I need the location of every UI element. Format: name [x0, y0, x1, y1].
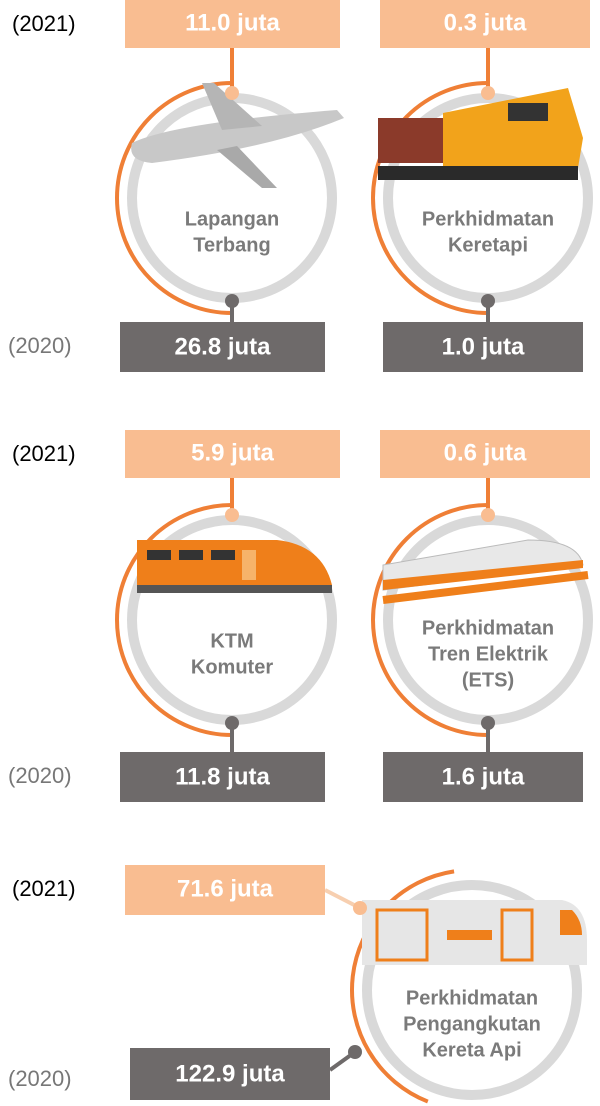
- service-label: Tren Elektrik: [428, 643, 549, 665]
- service-label: Perkhidmatan: [422, 617, 554, 639]
- orange-arc: [115, 81, 233, 315]
- orange-arc: [350, 869, 455, 1104]
- value-2021: 5.9 juta: [191, 439, 274, 466]
- service-label: (ETS): [462, 669, 514, 691]
- year-2021: (2021): [12, 441, 76, 466]
- connector-dot: [481, 716, 495, 730]
- train-wheels: [137, 585, 332, 593]
- value-2021-box: [125, 0, 340, 48]
- train-window: [447, 930, 492, 940]
- value-2020: 26.8 juta: [174, 333, 271, 360]
- plane-wing: [217, 146, 277, 188]
- connector-dot: [353, 901, 367, 915]
- connector-dot: [481, 86, 495, 100]
- value-2020-box: [120, 752, 325, 802]
- value-2021: 11.0 juta: [185, 9, 280, 36]
- service-label: KTM: [210, 630, 253, 652]
- train-window: [508, 103, 548, 121]
- value-2020: 1.0 juta: [442, 333, 525, 360]
- service-label: Terbang: [193, 234, 270, 256]
- value-2021-box: [380, 430, 590, 478]
- train-window: [147, 550, 171, 560]
- connector-dot: [225, 86, 239, 100]
- train-icon: [378, 118, 448, 163]
- train-window: [179, 550, 203, 560]
- train-door: [242, 550, 256, 580]
- value-2020-box: [120, 322, 325, 372]
- year-2021: (2021): [12, 876, 76, 901]
- train-door: [375, 908, 429, 962]
- value-2020: 1.6 juta: [442, 763, 525, 790]
- value-2020: 11.8 juta: [175, 763, 270, 790]
- connector-dot: [348, 1045, 362, 1059]
- service-label: Pengangkutan: [403, 1013, 541, 1035]
- year-2020: (2020): [8, 763, 72, 788]
- orange-arc: [371, 503, 489, 737]
- train-wheels: [378, 166, 578, 180]
- value-2021-box: [125, 865, 325, 915]
- service-label: Keretapi: [448, 234, 528, 256]
- year-2020: (2020): [8, 1066, 72, 1091]
- train-door: [500, 908, 534, 962]
- orange-arc: [115, 503, 233, 737]
- connector-dot: [225, 294, 239, 308]
- value-2021: 0.6 juta: [444, 439, 527, 466]
- year-2021: (2021): [12, 11, 76, 36]
- value-2020-box: [383, 322, 583, 372]
- connector-dot: [225, 508, 239, 522]
- service-label: Komuter: [191, 656, 273, 678]
- service-label: Perkhidmatan: [406, 987, 538, 1009]
- train-window: [211, 550, 235, 560]
- value-2020-box: [383, 752, 583, 802]
- plane-wing: [202, 83, 262, 130]
- value-2020: 122.9 juta: [175, 1060, 285, 1087]
- train-stripe: [383, 560, 583, 590]
- train-track: [382, 571, 589, 604]
- connector-dot: [481, 508, 495, 522]
- connector-dot: [225, 716, 239, 730]
- year-2020: (2020): [8, 333, 72, 358]
- value-2021: 0.3 juta: [444, 9, 527, 36]
- value-2021: 71.6 juta: [177, 875, 274, 902]
- service-label: Perkhidmatan: [422, 208, 554, 230]
- value-2021-box: [125, 430, 340, 478]
- service-label: Kereta Api: [422, 1039, 521, 1061]
- service-label: Lapangan: [185, 208, 279, 230]
- connector-dot: [481, 294, 495, 308]
- value-2021-box: [380, 0, 590, 48]
- orange-arc: [371, 81, 489, 315]
- plane-icon: [131, 110, 344, 163]
- value-2020-box: [130, 1048, 330, 1100]
- train-nose: [560, 910, 582, 935]
